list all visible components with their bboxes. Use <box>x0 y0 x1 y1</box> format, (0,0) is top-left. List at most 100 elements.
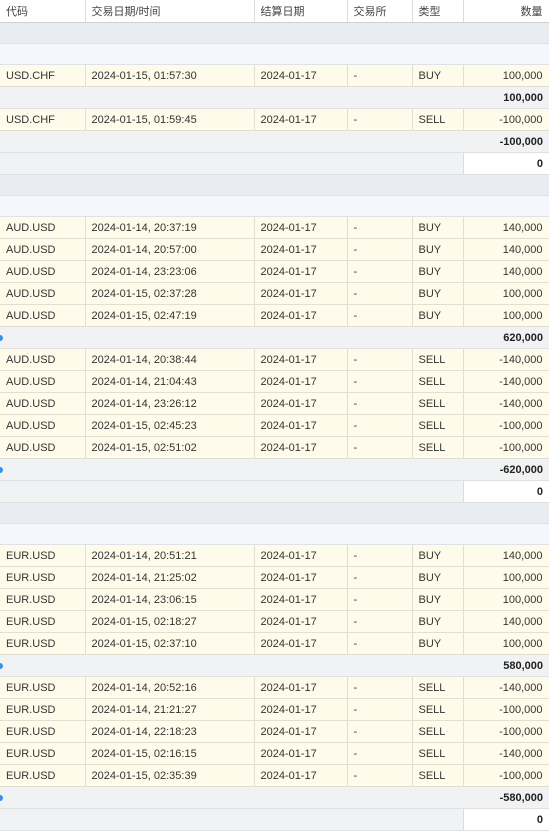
group-subtotal-row: -620,000 <box>0 458 549 481</box>
exchange-cell: - <box>347 282 413 305</box>
exchange-cell: - <box>347 742 413 765</box>
exchange-cell: - <box>347 764 413 787</box>
exchange-cell: - <box>347 698 413 721</box>
section-header-cell <box>0 195 549 217</box>
table-row[interactable]: EUR.USD 2024-01-15, 02:35:39 2024-01-17- SE… <box>0 764 549 787</box>
table-row[interactable]: AUD.USD 2024-01-14, 23:23:06 2024-01-17- BU… <box>0 260 549 283</box>
symbol-cell: AUD.USD <box>0 304 86 327</box>
total-blank-cell <box>0 480 463 503</box>
trade-datetime-cell: 2024-01-15, 02:47:19 <box>85 304 255 327</box>
settle-date-cell: 2024-01-17 <box>254 436 348 459</box>
col-header-exchange[interactable]: 交易所 <box>347 0 413 23</box>
settle-date-cell: 2024-01-17 <box>254 698 348 721</box>
table-row[interactable]: AUD.USD 2024-01-14, 23:26:12 2024-01-17- SE… <box>0 392 549 415</box>
trade-datetime-cell: 2024-01-14, 22:18:23 <box>85 720 255 743</box>
quantity-cell: 100,000 <box>463 566 549 589</box>
table-row[interactable]: EUR.USD 2024-01-14, 21:21:27 2024-01-17- SE… <box>0 698 549 721</box>
table-row[interactable]: EUR.USD 2024-01-15, 02:18:27 2024-01-17- BU… <box>0 610 549 633</box>
trade-datetime-cell: 2024-01-14, 21:04:43 <box>85 370 255 393</box>
col-header-trade-datetime[interactable]: 交易日期/时间 <box>85 0 255 23</box>
table-row[interactable]: EUR.USD 2024-01-14, 22:18:23 2024-01-17- SE… <box>0 720 549 743</box>
section-separator <box>0 174 549 196</box>
symbol-cell: AUD.USD <box>0 216 86 239</box>
table-row[interactable]: AUD.USD 2024-01-14, 20:57:00 2024-01-17- BU… <box>0 238 549 261</box>
settle-date-cell: 2024-01-17 <box>254 392 348 415</box>
group-marker-icon <box>0 466 3 473</box>
table-row[interactable]: AUD.USD 2024-01-15, 02:37:28 2024-01-17- BU… <box>0 282 549 305</box>
type-cell: SELL <box>412 436 464 459</box>
subtotal-value: 620,000 <box>463 326 549 349</box>
symbol-cell: AUD.USD <box>0 436 86 459</box>
settle-date-cell: 2024-01-17 <box>254 238 348 261</box>
group-subtotal-row: 100,000 <box>0 86 549 109</box>
quantity-cell: 100,000 <box>463 304 549 327</box>
trade-datetime-cell: 2024-01-15, 02:18:27 <box>85 610 255 633</box>
table-row[interactable]: EUR.USD 2024-01-15, 02:16:15 2024-01-17- SE… <box>0 742 549 765</box>
quantity-cell: 140,000 <box>463 216 549 239</box>
col-header-symbol[interactable]: 代码 <box>0 0 86 23</box>
trade-datetime-cell: 2024-01-14, 20:52:16 <box>85 676 255 699</box>
trade-datetime-cell: 2024-01-15, 02:37:10 <box>85 632 255 655</box>
quantity-cell: -140,000 <box>463 370 549 393</box>
symbol-cell: AUD.USD <box>0 370 86 393</box>
trade-datetime-cell: 2024-01-15, 01:59:45 <box>85 108 255 131</box>
section-total-row: 0 <box>0 152 549 175</box>
quantity-cell: -140,000 <box>463 742 549 765</box>
exchange-cell: - <box>347 64 413 87</box>
type-cell: SELL <box>412 370 464 393</box>
section-total-value: 0 <box>462 152 549 175</box>
settle-date-cell: 2024-01-17 <box>254 588 348 611</box>
trade-datetime-cell: 2024-01-14, 23:23:06 <box>85 260 255 283</box>
table-row[interactable]: USD.CHF 2024-01-15, 01:57:30 2024-01-17- BU… <box>0 64 549 87</box>
quantity-cell: 100,000 <box>463 282 549 305</box>
type-cell: BUY <box>412 544 464 567</box>
quantity-cell: -100,000 <box>463 698 549 721</box>
exchange-cell: - <box>347 216 413 239</box>
type-cell: BUY <box>412 260 464 283</box>
table-row[interactable]: EUR.USD 2024-01-14, 20:51:21 2024-01-17- BU… <box>0 544 549 567</box>
exchange-cell: - <box>347 632 413 655</box>
quantity-cell: 140,000 <box>463 238 549 261</box>
table-row[interactable]: EUR.USD 2024-01-14, 21:25:02 2024-01-17- BU… <box>0 566 549 589</box>
section-separator-cell <box>0 22 549 44</box>
section-separator <box>0 22 549 44</box>
exchange-cell: - <box>347 108 413 131</box>
col-header-settle-date[interactable]: 结算日期 <box>254 0 348 23</box>
symbol-cell: EUR.USD <box>0 742 86 765</box>
table-row[interactable]: EUR.USD 2024-01-14, 20:52:16 2024-01-17- SE… <box>0 676 549 699</box>
subtotal-blank-cell <box>0 326 463 349</box>
type-cell: BUY <box>412 566 464 589</box>
table-row[interactable]: AUD.USD 2024-01-15, 02:45:23 2024-01-17- SE… <box>0 414 549 437</box>
type-cell: BUY <box>412 282 464 305</box>
symbol-cell: EUR.USD <box>0 610 86 633</box>
table-row[interactable]: EUR.USD 2024-01-15, 02:37:10 2024-01-17- BU… <box>0 632 549 655</box>
settle-date-cell: 2024-01-17 <box>254 742 348 765</box>
settle-date-cell: 2024-01-17 <box>254 260 348 283</box>
exchange-cell: - <box>347 676 413 699</box>
settle-date-cell: 2024-01-17 <box>254 282 348 305</box>
col-header-type[interactable]: 类型 <box>412 0 464 23</box>
table-row[interactable]: AUD.USD 2024-01-15, 02:51:02 2024-01-17- SE… <box>0 436 549 459</box>
table-row[interactable]: USD.CHF 2024-01-15, 01:59:45 2024-01-17- SE… <box>0 108 549 131</box>
group-subtotal-row: -100,000 <box>0 130 549 153</box>
table-row[interactable]: AUD.USD 2024-01-14, 20:38:44 2024-01-17- SE… <box>0 348 549 371</box>
table-row[interactable]: AUD.USD 2024-01-15, 02:47:19 2024-01-17- BU… <box>0 304 549 327</box>
symbol-cell: AUD.USD <box>0 414 86 437</box>
table-row[interactable]: AUD.USD 2024-01-14, 20:37:19 2024-01-17- BU… <box>0 216 549 239</box>
symbol-cell: AUD.USD <box>0 348 86 371</box>
trade-datetime-cell: 2024-01-15, 02:35:39 <box>85 764 255 787</box>
table-row[interactable]: AUD.USD 2024-01-14, 21:04:43 2024-01-17- SE… <box>0 370 549 393</box>
symbol-cell: EUR.USD <box>0 632 86 655</box>
col-header-quantity[interactable]: 数量 <box>463 0 549 23</box>
symbol-cell: AUD.USD <box>0 238 86 261</box>
group-marker-icon <box>0 334 3 341</box>
type-cell: BUY <box>412 64 464 87</box>
trade-datetime-cell: 2024-01-14, 20:38:44 <box>85 348 255 371</box>
type-cell: BUY <box>412 216 464 239</box>
symbol-cell: EUR.USD <box>0 544 86 567</box>
symbol-cell: AUD.USD <box>0 392 86 415</box>
table-row[interactable]: EUR.USD 2024-01-14, 23:06:15 2024-01-17- BU… <box>0 588 549 611</box>
trade-datetime-cell: 2024-01-15, 02:51:02 <box>85 436 255 459</box>
table-body: USD.CHF 2024-01-15, 01:57:30 2024-01-17- BU… <box>0 22 549 831</box>
